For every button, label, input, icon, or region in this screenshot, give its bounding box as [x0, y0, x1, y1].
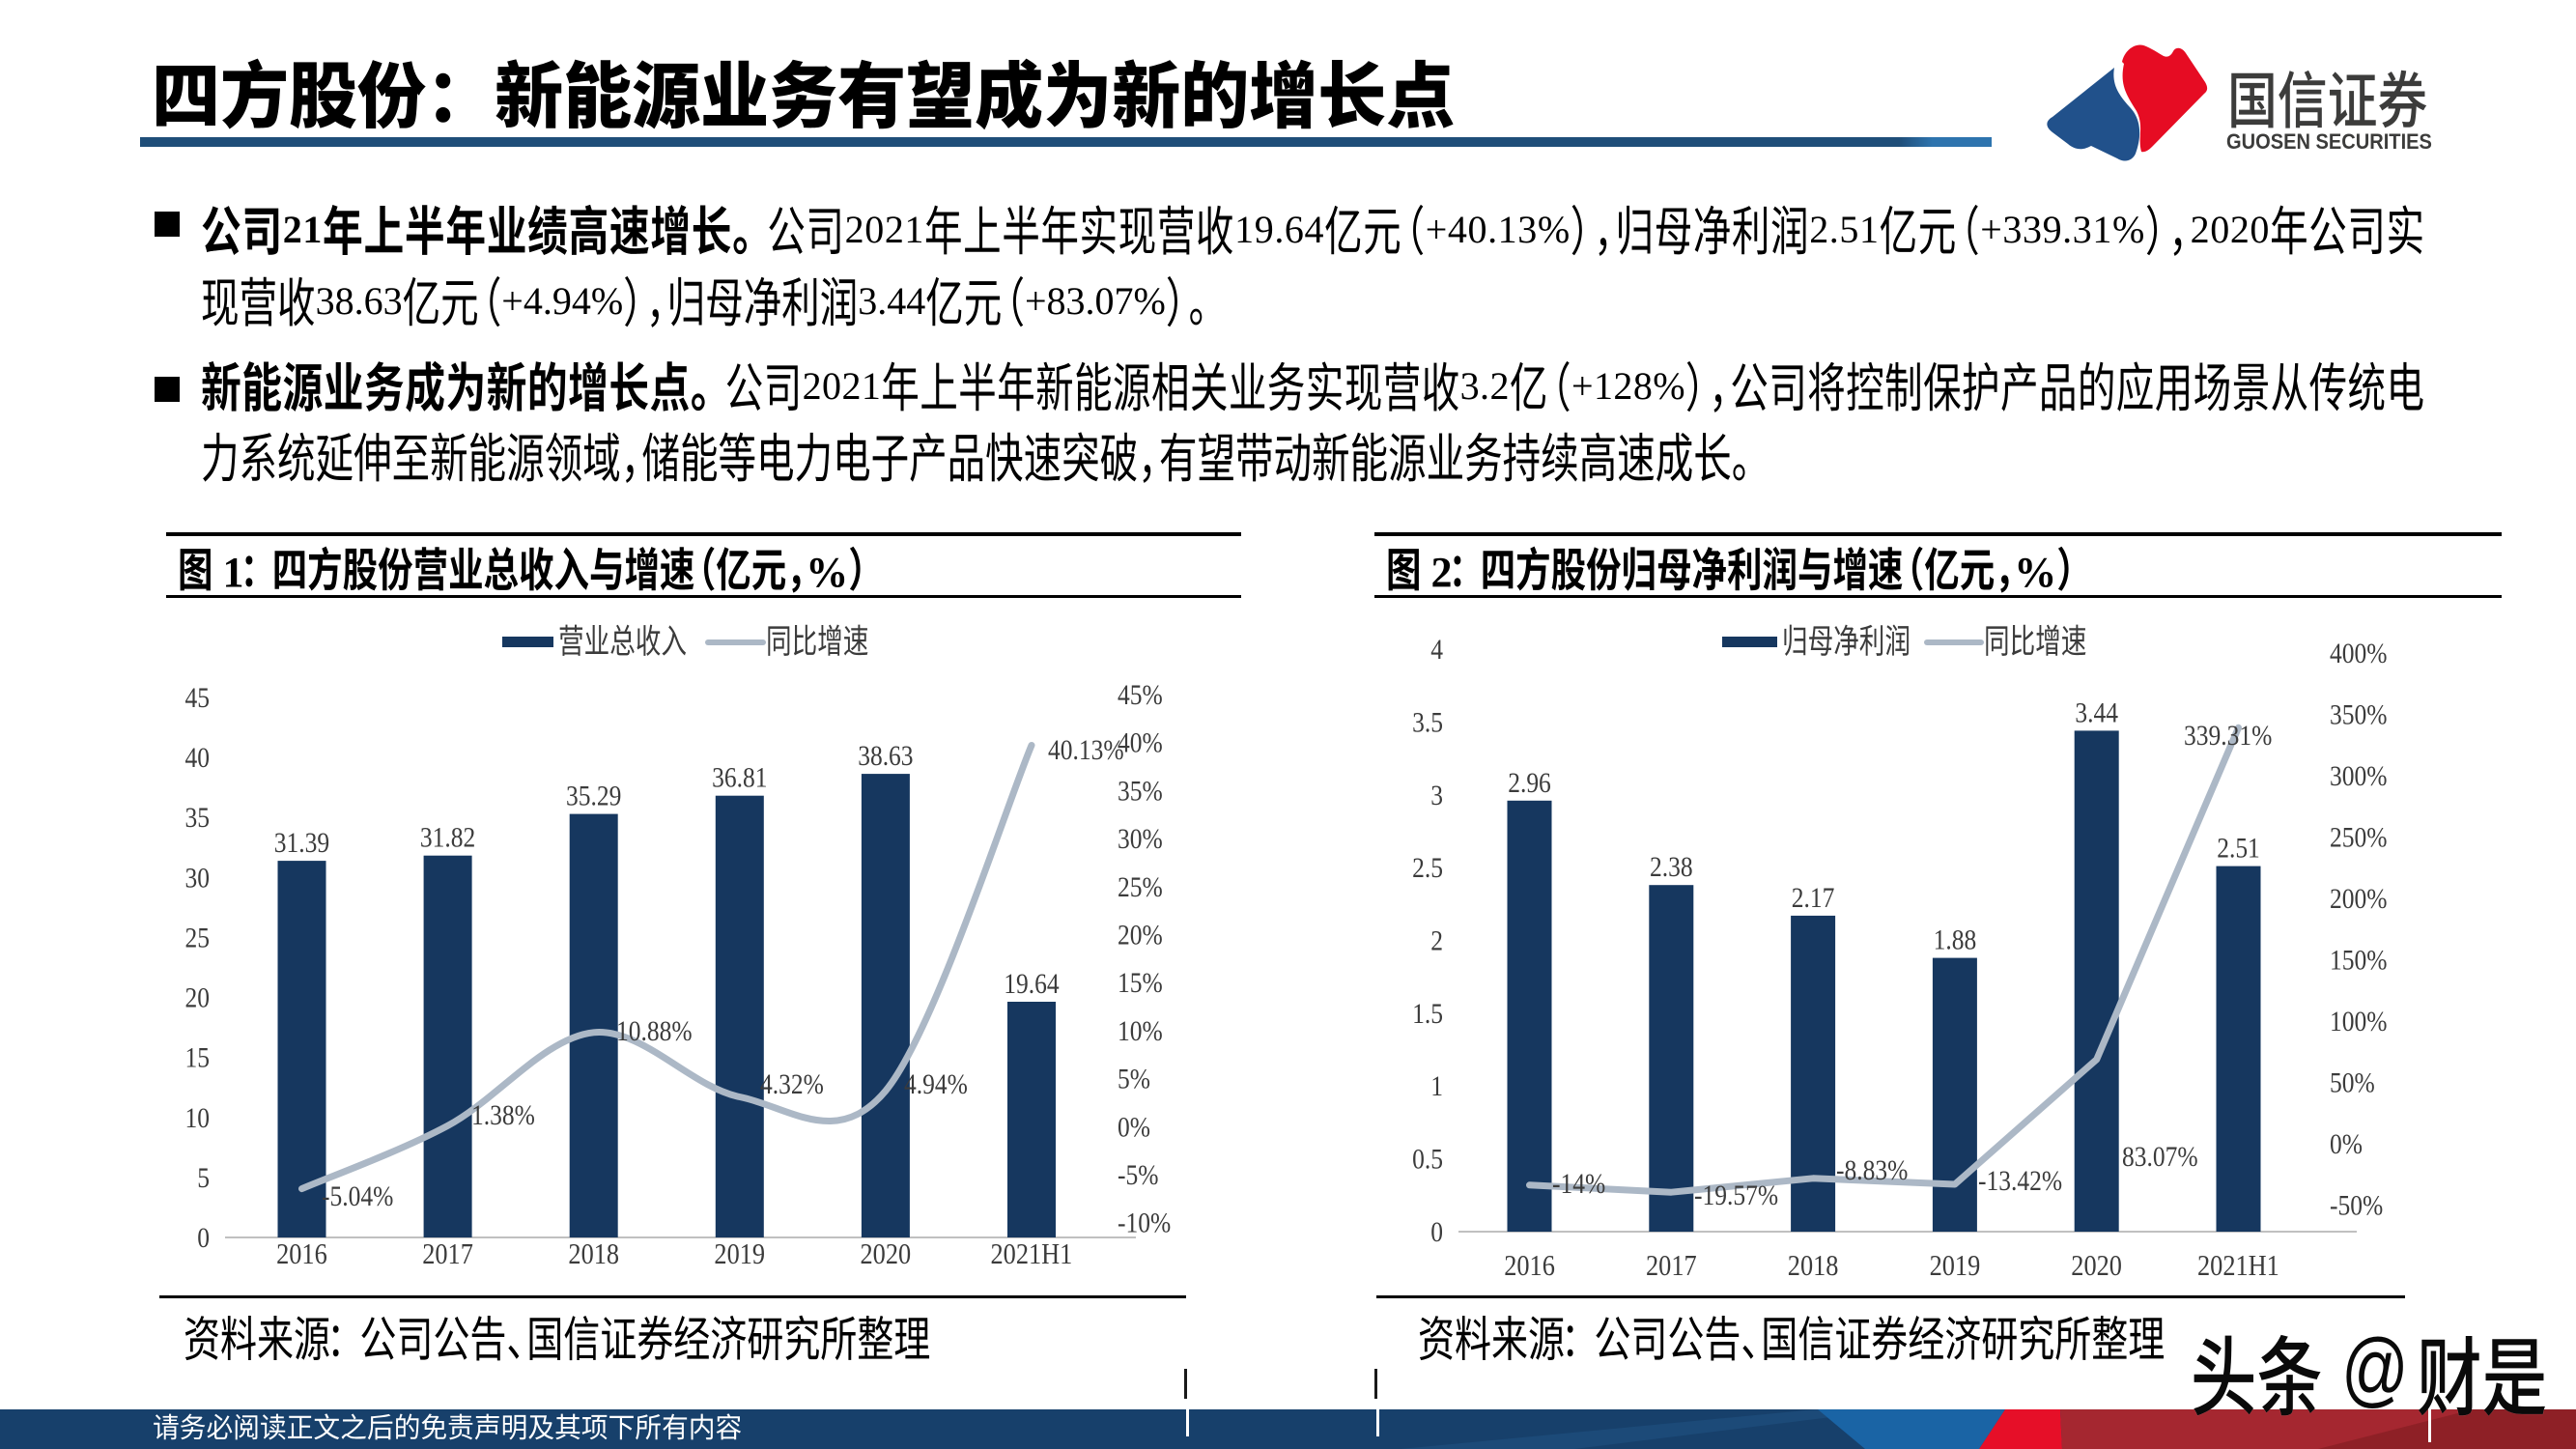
svg-text:0%: 0% — [2330, 1128, 2363, 1160]
svg-text:3.44: 3.44 — [2075, 697, 2118, 729]
svg-text:36.81: 36.81 — [712, 762, 767, 794]
svg-text:100%: 100% — [2330, 1006, 2387, 1037]
svg-text:2020: 2020 — [2191, 208, 2270, 251]
svg-text:4.32%: 4.32% — [760, 1068, 824, 1100]
svg-text:-10%: -10% — [1118, 1208, 1171, 1239]
svg-text:19.64: 19.64 — [1234, 208, 1324, 251]
svg-text:5: 5 — [197, 1162, 210, 1194]
svg-text:-5%: -5% — [1118, 1159, 1158, 1191]
svg-text:GUOSEN SECURITIES: GUOSEN SECURITIES — [2226, 130, 2432, 154]
svg-text:2.5: 2.5 — [1412, 852, 1443, 884]
svg-text:25: 25 — [185, 923, 210, 954]
svg-text:1: 1 — [1430, 1070, 1443, 1102]
svg-text:4: 4 — [1430, 634, 1443, 666]
svg-text:2: 2 — [1430, 925, 1443, 957]
svg-text:45: 45 — [185, 682, 210, 714]
svg-text:4.94%: 4.94% — [904, 1068, 968, 1100]
svg-text:2019: 2019 — [1930, 1249, 1981, 1282]
svg-text:31.82: 31.82 — [420, 822, 475, 854]
svg-text:350%: 350% — [2330, 699, 2387, 731]
svg-text:2020: 2020 — [861, 1237, 912, 1270]
svg-text:5%: 5% — [1118, 1064, 1150, 1095]
svg-text:+339.31%: +339.31% — [1980, 208, 2145, 251]
svg-text:83.07%: 83.07% — [2122, 1141, 2198, 1173]
svg-text:339.31%: 339.31% — [2184, 720, 2272, 752]
svg-text:10.88%: 10.88% — [616, 1015, 693, 1047]
svg-text:+4.94%: +4.94% — [501, 279, 623, 323]
svg-text:2018: 2018 — [568, 1237, 619, 1270]
svg-text:20%: 20% — [1118, 920, 1163, 952]
svg-text:2017: 2017 — [422, 1237, 473, 1270]
svg-text:3.5: 3.5 — [1412, 707, 1443, 739]
svg-text:2.17: 2.17 — [1792, 882, 1835, 914]
svg-text:2.96: 2.96 — [1508, 767, 1551, 799]
svg-text:3.44: 3.44 — [858, 279, 925, 323]
svg-text:30%: 30% — [1118, 823, 1163, 855]
svg-text:45%: 45% — [1118, 679, 1163, 711]
svg-text:40: 40 — [185, 742, 210, 774]
svg-text:2017: 2017 — [1646, 1249, 1697, 1282]
svg-text:21: 21 — [283, 208, 323, 251]
svg-text:3: 3 — [1430, 780, 1443, 811]
svg-text:0: 0 — [1430, 1216, 1443, 1248]
svg-text:30: 30 — [185, 862, 210, 894]
svg-text:10%: 10% — [1118, 1015, 1163, 1047]
svg-text:300%: 300% — [2330, 760, 2387, 792]
svg-text:1: 1 — [223, 549, 244, 596]
svg-text:150%: 150% — [2330, 945, 2387, 977]
svg-text:2020: 2020 — [2071, 1249, 2122, 1282]
svg-text:%: % — [2014, 549, 2056, 596]
svg-text:2021H1: 2021H1 — [2197, 1249, 2279, 1282]
svg-text:-5.04%: -5.04% — [322, 1180, 393, 1212]
svg-text:+40.13%: +40.13% — [1426, 208, 1571, 251]
svg-text:15%: 15% — [1118, 967, 1163, 999]
svg-text:-50%: -50% — [2330, 1190, 2383, 1222]
svg-text:0: 0 — [197, 1222, 210, 1254]
svg-text:35.29: 35.29 — [566, 781, 621, 812]
svg-text:@: @ — [2341, 1322, 2409, 1415]
svg-text:2021H1: 2021H1 — [991, 1237, 1073, 1270]
svg-text:2.51: 2.51 — [1809, 208, 1879, 251]
svg-text:25%: 25% — [1118, 871, 1163, 903]
svg-text:19.64: 19.64 — [1004, 968, 1059, 1000]
svg-text:1.38%: 1.38% — [471, 1099, 535, 1131]
svg-text:+128%: +128% — [1571, 364, 1685, 408]
svg-text:-13.42%: -13.42% — [1978, 1165, 2062, 1197]
svg-text:-14%: -14% — [1552, 1168, 1605, 1200]
svg-text:3.2: 3.2 — [1460, 364, 1510, 408]
svg-text:10: 10 — [185, 1102, 210, 1134]
svg-text:0.5: 0.5 — [1412, 1144, 1443, 1176]
svg-text:1.5: 1.5 — [1412, 998, 1443, 1030]
svg-text:2019: 2019 — [714, 1237, 765, 1270]
svg-text:2.51: 2.51 — [2217, 833, 2260, 865]
svg-text:2021: 2021 — [845, 208, 924, 251]
svg-text:250%: 250% — [2330, 822, 2387, 854]
svg-text:38.63: 38.63 — [858, 740, 913, 772]
svg-text:35: 35 — [185, 802, 210, 834]
svg-text:400%: 400% — [2330, 638, 2387, 669]
svg-text:200%: 200% — [2330, 883, 2387, 915]
svg-text:%: % — [806, 549, 848, 596]
svg-text:0%: 0% — [1118, 1111, 1150, 1143]
svg-text:20: 20 — [185, 982, 210, 1014]
svg-text:35%: 35% — [1118, 776, 1163, 808]
svg-text:-8.83%: -8.83% — [1836, 1154, 1908, 1186]
svg-text:2.38: 2.38 — [1650, 851, 1693, 883]
svg-text:40%: 40% — [1118, 727, 1163, 759]
svg-text:31.39: 31.39 — [274, 827, 329, 859]
svg-text:2018: 2018 — [1788, 1249, 1839, 1282]
svg-text:1.88: 1.88 — [1934, 924, 1977, 956]
svg-text:40.13%: 40.13% — [1048, 734, 1124, 766]
svg-text:2016: 2016 — [276, 1237, 327, 1270]
svg-text:2016: 2016 — [1504, 1249, 1555, 1282]
svg-text:2: 2 — [1431, 549, 1453, 596]
svg-text:38.63: 38.63 — [316, 279, 403, 323]
svg-text:-19.57%: -19.57% — [1694, 1179, 1778, 1211]
svg-text:15: 15 — [185, 1042, 210, 1074]
svg-text:+83.07%: +83.07% — [1025, 279, 1166, 323]
svg-text:2021: 2021 — [803, 364, 882, 408]
svg-text:50%: 50% — [2330, 1067, 2375, 1099]
